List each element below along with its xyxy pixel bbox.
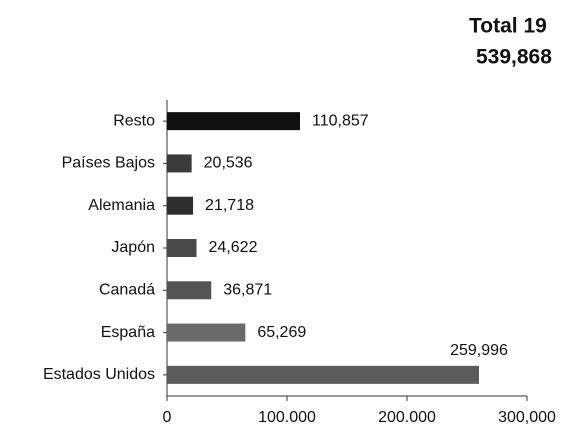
category-label: Japón — [111, 239, 155, 256]
category-label: Alemania — [88, 197, 155, 214]
value-label: 21,718 — [205, 197, 254, 214]
bar — [167, 281, 212, 300]
value-label: 65,269 — [257, 324, 306, 341]
category-label: Resto — [113, 112, 155, 129]
bar — [167, 196, 194, 215]
bar — [167, 112, 301, 131]
value-label: 36,871 — [223, 282, 272, 299]
category-label: Países Bajos — [62, 155, 155, 172]
bar — [167, 323, 246, 342]
x-tick-label: 100.000 — [258, 409, 316, 426]
value-label: 259,996 — [450, 342, 508, 359]
category-label: Canadá — [99, 282, 155, 299]
bar — [167, 239, 197, 257]
value-label: 24,622 — [209, 239, 258, 256]
value-label: 110,857 — [312, 112, 369, 129]
category-label: España — [101, 324, 155, 341]
chart-title: Total 19 — [469, 15, 547, 38]
category-label: Estados Unidos — [43, 366, 155, 383]
chart-subtitle: 539,868 — [476, 46, 552, 69]
bar — [167, 365, 479, 384]
x-tick-label: 300,000 — [498, 409, 556, 426]
value-label: 20,536 — [204, 155, 253, 172]
x-tick-label: 0 — [163, 409, 172, 426]
x-tick-label: 200.000 — [378, 409, 436, 426]
bar — [167, 154, 192, 173]
